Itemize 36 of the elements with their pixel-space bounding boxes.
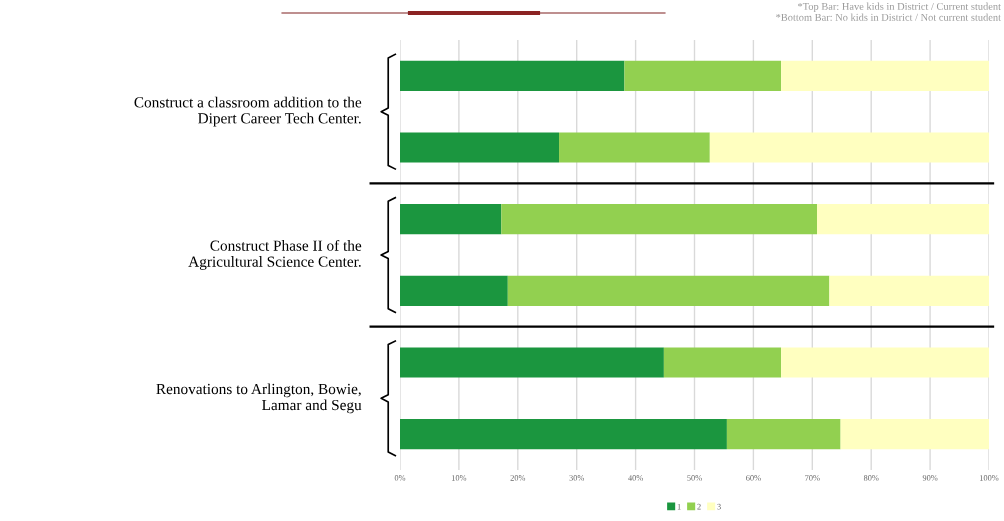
bar xyxy=(726,419,841,450)
text: *Top Bar: Have kids in District / Current student *Bottom Bar: No kids in District / Not current student xyxy=(776,2,1001,21)
bar xyxy=(559,132,710,163)
bar xyxy=(624,60,782,91)
bar xyxy=(781,347,989,378)
bar xyxy=(817,204,989,235)
bar xyxy=(840,419,989,450)
x-tick-label: 70% xyxy=(805,475,820,481)
bar xyxy=(781,60,989,91)
text: Renovations to Arlington, Bowie, Lamar and Segu xyxy=(156,383,362,414)
x-tick-label: 60% xyxy=(746,475,761,481)
bar xyxy=(400,204,502,235)
x-tick-label: 0% xyxy=(394,475,406,481)
legend-label: 3 xyxy=(717,503,721,510)
bar xyxy=(507,275,830,306)
x-tick-label: 100% xyxy=(980,475,999,481)
bar xyxy=(400,419,727,450)
x-tick-label: 80% xyxy=(863,475,879,481)
bar xyxy=(400,347,664,378)
bar xyxy=(501,204,818,235)
text: Construct Phase II of the Agricultural Science Center. xyxy=(188,239,362,270)
legend-label: 1 xyxy=(677,503,681,510)
legend-label: 2 xyxy=(697,503,701,510)
x-tick-label: 20% xyxy=(510,475,526,481)
bar xyxy=(829,275,989,306)
bar xyxy=(400,132,560,163)
x-tick-label: 40% xyxy=(628,475,643,481)
x-tick-label: 30% xyxy=(569,475,585,481)
bar xyxy=(400,275,508,306)
x-tick-label: 50% xyxy=(687,475,702,481)
text: Construct a classroom addition to the Dipert Career Tech Center. xyxy=(134,96,362,127)
bar xyxy=(663,347,782,378)
bar xyxy=(709,132,989,163)
x-tick-label: 90% xyxy=(922,475,938,481)
bar xyxy=(400,60,625,91)
x-tick-label: 10% xyxy=(452,475,467,481)
